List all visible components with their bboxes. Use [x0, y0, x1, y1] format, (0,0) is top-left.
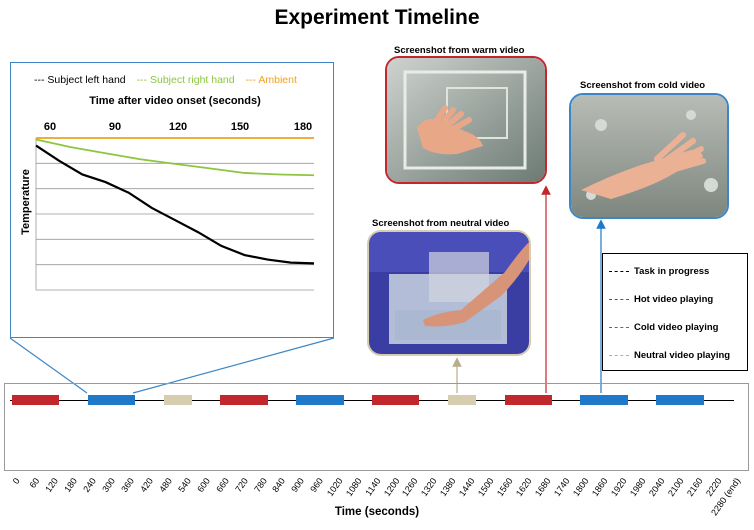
key-hot-label: Hot video playing [634, 294, 714, 305]
temperature-inset [10, 62, 334, 338]
key-cold-label: Cold video playing [634, 322, 719, 333]
segment-neutral [163, 395, 192, 405]
warm-screenshot [385, 56, 547, 184]
legend-left-hand: --- Subject left hand [34, 74, 126, 86]
segment-hot [504, 395, 552, 405]
segment-hot [220, 395, 268, 405]
key-task-label: Task in progress [634, 266, 710, 277]
series-right-hand [35, 138, 315, 177]
key-cold: Cold video playing [609, 322, 718, 333]
cold-screenshot [569, 93, 729, 219]
segment-neutral [447, 395, 477, 405]
legend-right-hand: --- Subject right hand [136, 74, 235, 86]
cold-caption: Screenshot from cold video [580, 80, 706, 91]
inset-tick: 90 [108, 121, 122, 133]
segment-cold [296, 395, 344, 405]
timeline-x-title: Time (seconds) [334, 506, 420, 518]
page-title: Experiment Timeline [274, 6, 480, 29]
neutral-caption: Screenshot from neutral video [372, 218, 510, 229]
segment-cold [656, 395, 704, 405]
legend-ambient: --- Ambient [245, 74, 297, 86]
inset-tick: 180 [293, 121, 313, 133]
inset-tick: 150 [230, 121, 250, 133]
inset-x-title: Time after video onset (seconds) [89, 95, 261, 107]
segment-cold [580, 395, 628, 405]
cold-hand-image [571, 95, 727, 217]
key-hot: Hot video playing [609, 294, 713, 305]
neutral-screenshot [367, 230, 531, 356]
key-neutral: Neutral video playing [609, 350, 730, 361]
inset-tick: 60 [43, 121, 57, 133]
inset-tick: 120 [168, 121, 188, 133]
inset-legend: --- Subject left hand --- Subject right … [34, 74, 305, 86]
neutral-hand-image [369, 232, 529, 354]
timeline-frame [4, 383, 749, 471]
series-left-hand [35, 144, 315, 265]
key-neutral-label: Neutral video playing [634, 350, 731, 361]
key-task: Task in progress [609, 266, 709, 277]
legend-key: Task in progress Hot video playing Cold … [602, 253, 748, 371]
segment-hot [372, 395, 420, 405]
segment-cold [87, 395, 136, 405]
warm-caption: Screenshot from warm video [394, 45, 525, 56]
warm-hand-image [387, 58, 545, 182]
segment-hot [12, 395, 60, 405]
